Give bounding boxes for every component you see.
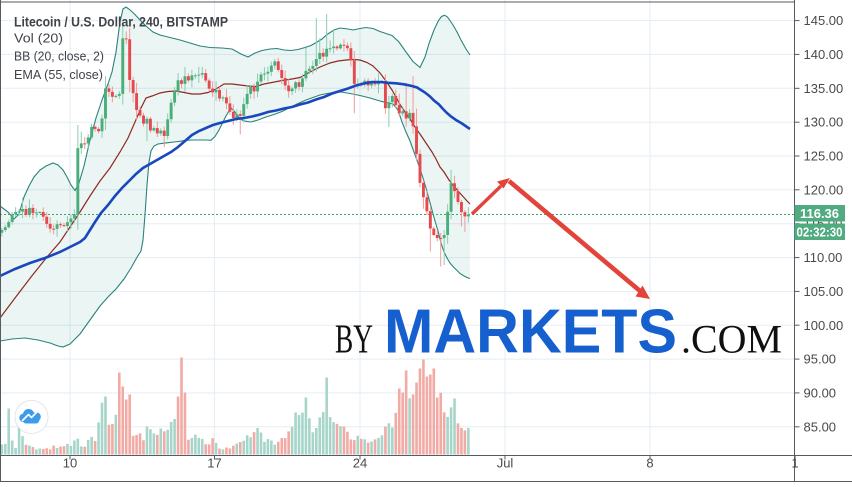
svg-text:17: 17 (207, 456, 221, 471)
svg-text:120.00: 120.00 (804, 182, 844, 197)
svg-text:135.00: 135.00 (804, 81, 844, 96)
svg-text:10: 10 (63, 456, 77, 471)
svg-text:02:32:30: 02:32:30 (797, 226, 843, 240)
svg-text:105.00: 105.00 (804, 284, 844, 299)
svg-text:EMA (55, close): EMA (55, close) (14, 67, 103, 82)
svg-text:140.00: 140.00 (804, 47, 844, 62)
svg-text:116.36: 116.36 (800, 206, 839, 221)
svg-text:100.00: 100.00 (804, 318, 844, 333)
svg-text:125.00: 125.00 (804, 149, 844, 164)
svg-text:95.00: 95.00 (804, 352, 837, 367)
svg-text:BB (20, close, 2): BB (20, close, 2) (14, 49, 104, 64)
svg-text:Jul: Jul (497, 456, 514, 471)
svg-text:90.00: 90.00 (804, 385, 837, 400)
svg-text:8: 8 (646, 456, 653, 471)
svg-text:145.00: 145.00 (804, 13, 844, 28)
svg-text:.COM: .COM (681, 317, 782, 362)
svg-text:Vol (20): Vol (20) (14, 31, 63, 46)
svg-text:110.00: 110.00 (804, 250, 843, 265)
svg-text:MARKETS: MARKETS (384, 298, 677, 367)
svg-text:Litecoin / U.S. Dollar, 240, B: Litecoin / U.S. Dollar, 240, BITSTAMP (14, 15, 228, 30)
svg-text:130.00: 130.00 (804, 115, 844, 130)
svg-text:BY: BY (335, 316, 373, 362)
svg-text:85.00: 85.00 (804, 419, 837, 434)
svg-text:24: 24 (353, 456, 367, 471)
svg-text:1: 1 (791, 456, 798, 471)
